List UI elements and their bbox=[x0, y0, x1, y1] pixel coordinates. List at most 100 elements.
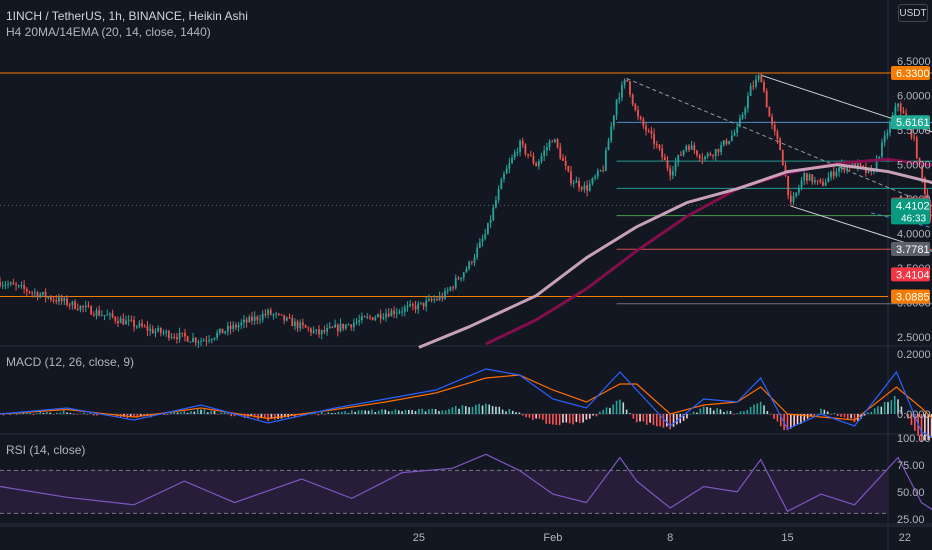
candle-body bbox=[4, 285, 7, 287]
candle-body bbox=[109, 313, 111, 315]
macd-histogram-bar bbox=[877, 406, 879, 414]
macd-histogram-bar bbox=[786, 414, 789, 431]
candle-body bbox=[781, 150, 784, 166]
candle-body bbox=[444, 290, 446, 299]
time-tick-label: 22 bbox=[899, 532, 911, 544]
channel-upper-line[interactable] bbox=[760, 74, 932, 206]
candle-body bbox=[336, 324, 339, 332]
candle-body bbox=[307, 327, 310, 329]
macd-histogram-bar bbox=[759, 401, 762, 414]
candle-body bbox=[143, 326, 146, 328]
price-badge[interactable] bbox=[891, 267, 930, 282]
price-badge[interactable] bbox=[891, 198, 930, 225]
macd-histogram-bar bbox=[394, 409, 397, 414]
time-axis[interactable]: 25Feb81522Mar81520 bbox=[413, 532, 932, 544]
candle-body bbox=[830, 171, 832, 178]
macd-histogram-bar bbox=[217, 414, 219, 415]
candle-body bbox=[744, 108, 747, 115]
candle-body bbox=[100, 315, 103, 317]
candle-body bbox=[167, 331, 170, 338]
candle-body bbox=[663, 157, 666, 161]
macd-histogram-bar bbox=[900, 406, 903, 414]
macd-histogram-bar bbox=[726, 410, 728, 414]
macd-histogram-bar bbox=[903, 413, 906, 414]
macd-histogram-bar bbox=[729, 410, 732, 414]
candle-body bbox=[154, 331, 157, 334]
candle-body bbox=[495, 200, 497, 208]
macd-histogram-bar bbox=[612, 404, 615, 414]
candle-body bbox=[629, 81, 631, 95]
channel-lower-line[interactable] bbox=[790, 205, 932, 334]
macd-histogram-bar bbox=[186, 412, 189, 414]
price-badge[interactable] bbox=[891, 65, 930, 80]
candle-body bbox=[588, 183, 591, 191]
candle-body bbox=[610, 126, 613, 141]
time-tick-label: Feb bbox=[543, 532, 562, 544]
candle-body bbox=[690, 145, 693, 150]
candle-body bbox=[165, 331, 168, 333]
candle-body bbox=[851, 162, 854, 168]
price-tick-label: 6.0000 bbox=[897, 91, 931, 103]
macd-histogram-bar bbox=[454, 405, 457, 414]
candle-body bbox=[33, 292, 36, 294]
macd-histogram-bar bbox=[645, 414, 648, 425]
candle-body bbox=[428, 298, 430, 301]
candle-body bbox=[181, 332, 184, 334]
macd-histogram-bar bbox=[873, 408, 876, 414]
macd-histogram-bar bbox=[602, 409, 604, 414]
macd-histogram-bar bbox=[776, 414, 779, 422]
candle-body bbox=[666, 160, 669, 169]
candle-body bbox=[74, 301, 76, 309]
candle-body bbox=[248, 316, 251, 323]
macd-histogram-bar bbox=[562, 414, 564, 423]
candle-body bbox=[393, 310, 395, 314]
candle-body bbox=[58, 297, 60, 302]
indicator-legend-macd[interactable]: MACD (12, 26, close, 9) bbox=[6, 355, 135, 369]
candle-body bbox=[205, 340, 208, 342]
macd-histogram-bar bbox=[42, 412, 45, 414]
candle-body bbox=[784, 165, 787, 177]
candle-body bbox=[789, 195, 792, 203]
candle-body bbox=[310, 328, 312, 333]
drawn-lines[interactable] bbox=[626, 74, 932, 334]
candle-body bbox=[846, 165, 849, 171]
candle-body bbox=[433, 299, 436, 301]
macd-histogram-bar bbox=[870, 411, 873, 414]
candle-body bbox=[243, 319, 245, 323]
candle-body bbox=[476, 247, 479, 258]
currency-button[interactable]: USDT bbox=[898, 4, 928, 22]
fibonacci-retracement[interactable]: 1(6.3300)0.786(5.6140)0.618(5.0518)0.5(4… bbox=[0, 62, 932, 305]
macd-histogram-bar bbox=[29, 412, 31, 414]
candle-body bbox=[913, 137, 916, 139]
candle-body bbox=[856, 163, 859, 168]
macd-histogram-bar bbox=[769, 414, 772, 415]
candle-body bbox=[658, 144, 661, 149]
candle-body bbox=[543, 150, 546, 156]
candle-body bbox=[125, 320, 127, 325]
price-badge[interactable] bbox=[891, 289, 930, 304]
candle-body bbox=[226, 326, 229, 332]
macd-histogram-bar bbox=[575, 414, 578, 422]
price-axis[interactable]: 6.50006.00005.50005.00004.50004.00003.50… bbox=[891, 56, 931, 526]
indicator-legend-ma[interactable]: H4 20MA/14EMA (20, 14, close, 1440) bbox=[6, 25, 211, 39]
macd-histogram-bar bbox=[883, 402, 886, 414]
macd-histogram-bar bbox=[712, 410, 715, 414]
price-badge[interactable] bbox=[891, 115, 930, 130]
candle-body bbox=[460, 277, 462, 280]
macd-histogram-bar bbox=[190, 411, 192, 414]
candle-body bbox=[194, 338, 197, 343]
macd-histogram-bar bbox=[592, 414, 594, 416]
candle-body bbox=[811, 174, 814, 183]
candle-body bbox=[60, 297, 63, 302]
candle-body bbox=[334, 324, 336, 328]
candle-body bbox=[366, 316, 369, 318]
candle-body bbox=[795, 192, 798, 197]
candle-body bbox=[755, 79, 757, 87]
indicator-legend-rsi[interactable]: RSI (14, close) bbox=[6, 443, 86, 457]
candle-body bbox=[331, 326, 334, 328]
rsi-line bbox=[0, 453, 932, 513]
candle-body bbox=[358, 320, 361, 322]
price-badge[interactable] bbox=[891, 241, 930, 256]
macd-histogram-bar bbox=[330, 412, 333, 414]
